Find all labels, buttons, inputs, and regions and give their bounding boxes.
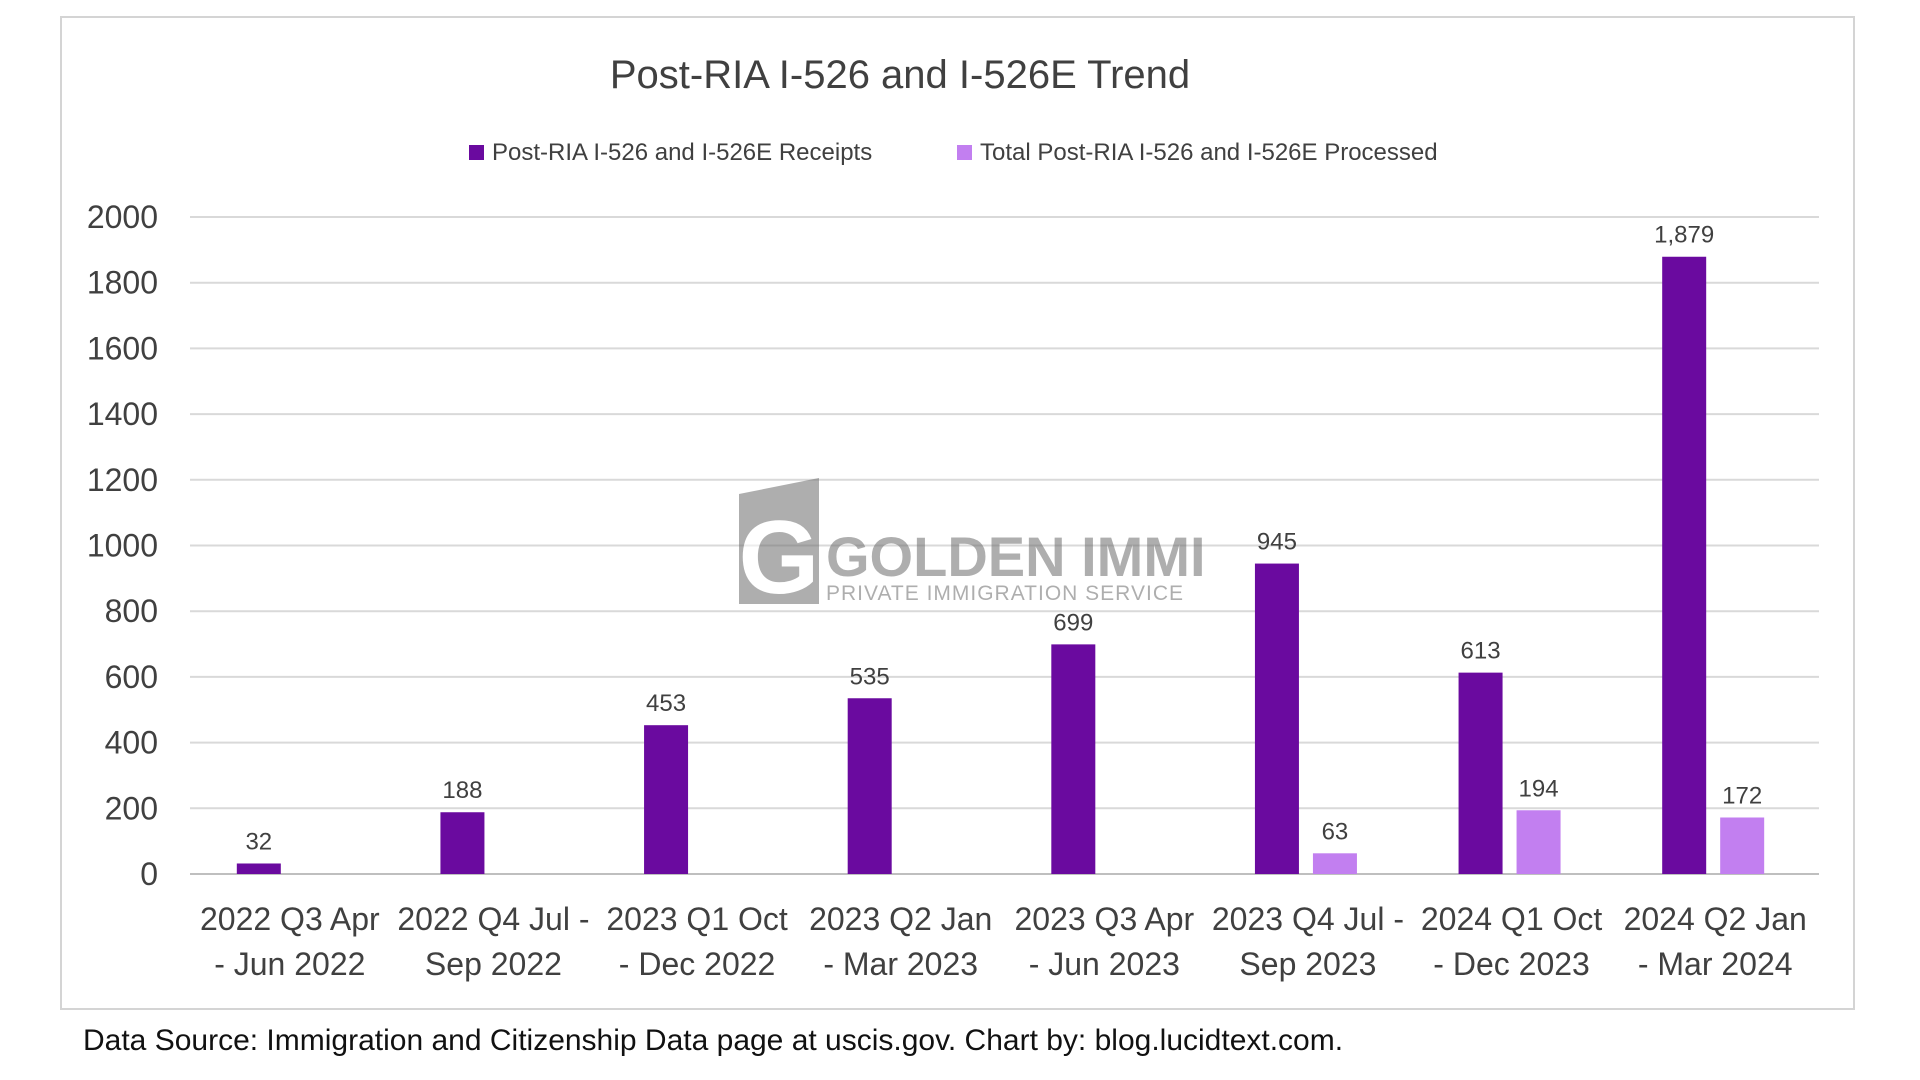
chart-frame: Post-RIA I-526 and I-526E Trend Post-RIA…: [60, 16, 1855, 1010]
bar-receipts: [1458, 672, 1503, 874]
x-tick-label: 2022 Q3 Apr: [200, 901, 380, 937]
x-tick-label: - Mar 2023: [823, 946, 978, 982]
bar-receipts: [847, 698, 892, 874]
watermark-emblem-letter: G: [739, 500, 820, 616]
y-tick-label: 1000: [87, 528, 158, 564]
y-axis-ticks: 0 200 400 600 800 1000 1200 1400 1600 1800 2000: [87, 199, 158, 892]
bar-receipts: [236, 863, 281, 874]
y-tick-label: 400: [105, 725, 158, 761]
data-label-receipts: 188: [442, 777, 482, 804]
legend-swatch-receipts: [469, 145, 484, 160]
x-tick-label: 2024 Q1 Oct: [1421, 901, 1603, 937]
y-tick-label: 1600: [87, 330, 158, 366]
y-tick-label: 1400: [87, 396, 158, 432]
x-tick-label: Sep 2023: [1239, 946, 1376, 982]
x-tick-label: 2023 Q3 Apr: [1014, 901, 1194, 937]
bar-receipts: [1254, 563, 1299, 874]
y-tick-label: 1800: [87, 265, 158, 301]
watermark-tagline: PRIVATE IMMIGRATION SERVICE: [826, 582, 1184, 605]
x-tick-label: - Mar 2024: [1638, 946, 1793, 982]
watermark-brand: GOLDEN IMMI: [826, 525, 1206, 588]
source-note: Data Source: Immigration and Citizenship…: [83, 1024, 1344, 1057]
x-tick-label: 2023 Q2 Jan: [809, 901, 992, 937]
bar-receipts: [1051, 644, 1096, 874]
legend: Post-RIA I-526 and I-526E Receipts Total…: [469, 139, 1438, 166]
bar-processed: [1516, 810, 1561, 874]
x-tick-label: 2023 Q1 Oct: [606, 901, 788, 937]
data-label-receipts: 613: [1461, 638, 1501, 665]
y-tick-label: 200: [105, 790, 158, 826]
x-tick-label: - Dec 2023: [1433, 946, 1590, 982]
y-tick-label: 2000: [87, 199, 158, 235]
x-tick-label: 2022 Q4 Jul -: [397, 901, 589, 937]
watermark-logo: G GOLDEN IMMI PRIVATE IMMIGRATION SERVIC…: [739, 478, 1206, 616]
x-tick-label: 2023 Q4 Jul -: [1212, 901, 1404, 937]
gridlines: [190, 216, 1819, 875]
data-label-receipts: 1,879: [1654, 222, 1714, 249]
data-label-receipts: 453: [646, 690, 686, 717]
x-axis-ticks: 2022 Q3 Apr - Jun 2022 2022 Q4 Jul - Sep 20…: [200, 901, 1807, 982]
chart-svg: Post-RIA I-526 and I-526E Trend Post-RIA…: [87, 53, 1819, 982]
x-tick-label: - Jun 2022: [214, 946, 365, 982]
data-label-receipts: 535: [850, 663, 890, 690]
y-tick-label: 0: [140, 856, 158, 892]
data-label-receipts: 699: [1053, 609, 1093, 636]
chart-title: Post-RIA I-526 and I-526E Trend: [610, 53, 1190, 97]
legend-swatch-processed: [957, 145, 972, 160]
legend-label-processed: Total Post-RIA I-526 and I-526E Processe…: [980, 139, 1438, 166]
bar-processed: [1312, 853, 1357, 874]
x-tick-label: - Dec 2022: [619, 946, 776, 982]
data-label-processed: 194: [1519, 775, 1559, 802]
bar-receipts: [1662, 256, 1707, 874]
watermark-emblem: [739, 478, 819, 604]
bar-receipts: [440, 812, 485, 874]
bar-receipts: [644, 725, 689, 874]
data-label-processed: 172: [1722, 782, 1762, 809]
data-label-receipts: 945: [1257, 529, 1297, 556]
y-tick-label: 800: [105, 593, 158, 629]
bars: [236, 256, 1765, 874]
x-tick-label: 2024 Q2 Jan: [1624, 901, 1807, 937]
data-label-processed: 63: [1322, 818, 1349, 845]
bar-processed: [1720, 817, 1765, 874]
y-tick-label: 1200: [87, 462, 158, 498]
x-tick-label: Sep 2022: [425, 946, 562, 982]
x-tick-label: - Jun 2023: [1029, 946, 1180, 982]
legend-label-receipts: Post-RIA I-526 and I-526E Receipts: [492, 139, 872, 166]
data-label-receipts: 32: [245, 828, 272, 855]
data-labels: 32 188 453 535 699 945 63 613 194 1,879 172: [245, 222, 1762, 856]
y-tick-label: 600: [105, 659, 158, 695]
